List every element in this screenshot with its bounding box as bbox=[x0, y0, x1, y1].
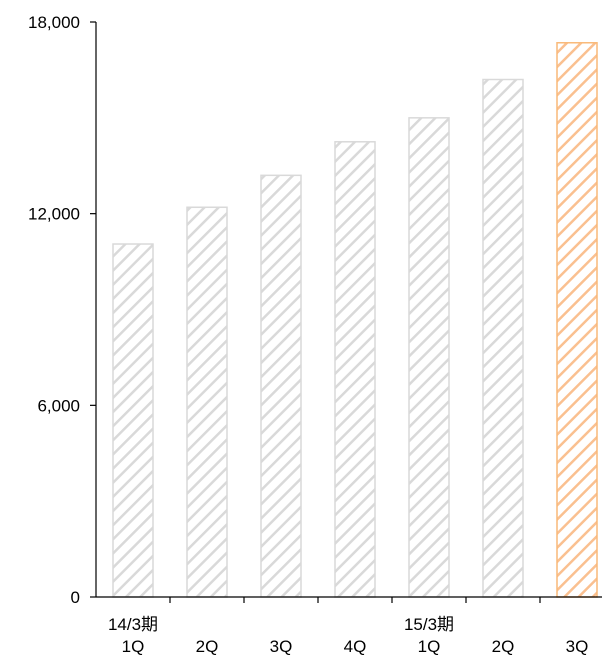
x-tick-label: 2Q bbox=[196, 637, 219, 656]
bar bbox=[334, 141, 376, 598]
bar bbox=[186, 206, 228, 598]
bar bbox=[408, 117, 450, 598]
y-tick-label: 0 bbox=[71, 588, 80, 607]
x-tick-label: 14/3期 bbox=[108, 615, 158, 634]
bar bbox=[260, 174, 302, 598]
axes bbox=[90, 21, 602, 603]
x-tick-label: 3Q bbox=[270, 637, 293, 656]
tick-labels: 0 6,000 12,000 18,000 14/3期 1Q 2Q 3Q 4Q 15/3期 1Q 2Q… bbox=[28, 13, 588, 656]
x-tick-label: 2Q bbox=[492, 637, 515, 656]
bar bbox=[482, 78, 524, 598]
x-tick-label: 1Q bbox=[418, 637, 441, 656]
y-tick-label: 6,000 bbox=[37, 396, 80, 415]
y-tick-label: 18,000 bbox=[28, 13, 80, 32]
y-tick-label: 12,000 bbox=[28, 205, 80, 224]
bar-highlighted bbox=[556, 42, 598, 598]
x-tick-label: 4Q bbox=[344, 637, 367, 656]
x-tick-label: 15/3期 bbox=[404, 615, 454, 634]
x-tick-label: 3Q bbox=[566, 637, 589, 656]
bars-layer bbox=[112, 42, 598, 598]
x-tick-label: 1Q bbox=[122, 637, 145, 656]
bar bbox=[112, 243, 154, 598]
